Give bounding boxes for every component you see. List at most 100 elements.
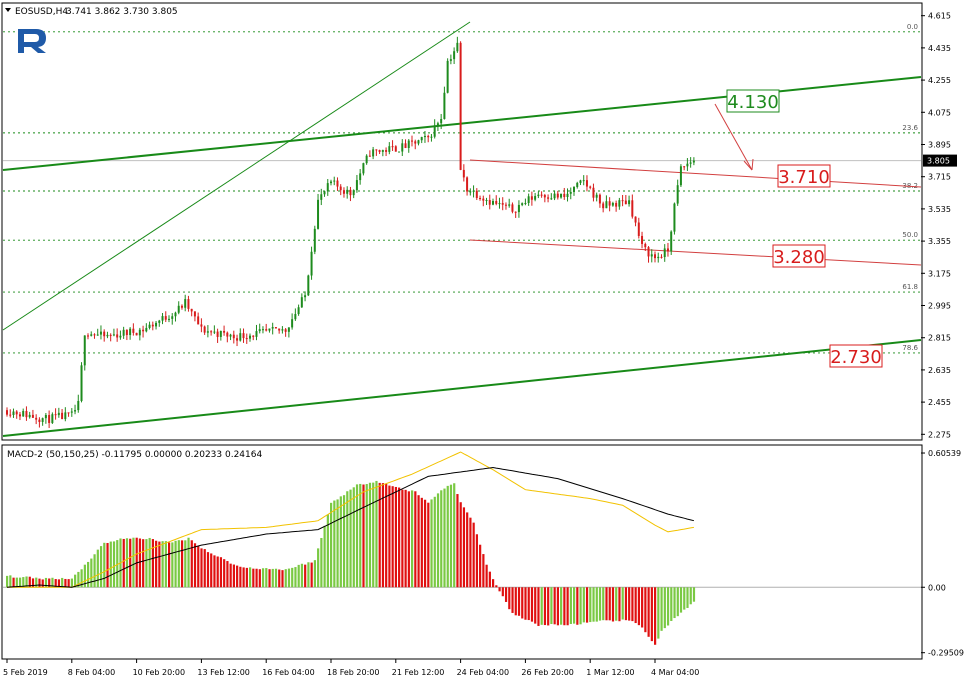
time-tick-label: 1 Mar 12:00 <box>586 668 634 677</box>
macd-hist-bar <box>488 571 491 588</box>
candle-body <box>284 329 287 332</box>
macd-hist-bar <box>553 587 556 625</box>
candle-body <box>138 329 141 336</box>
candle-body <box>99 331 102 335</box>
macd-hist-bar <box>381 483 385 588</box>
time-tick-label: 18 Feb 20:00 <box>327 668 379 677</box>
candle-body <box>427 135 430 138</box>
macd-hist-bar <box>628 587 631 621</box>
price-label-box <box>777 164 831 188</box>
symbol-dropdown-icon[interactable] <box>5 8 11 12</box>
candle-body <box>326 183 329 192</box>
macd-hist-bar <box>362 484 365 588</box>
macd-hist-bar <box>15 577 18 588</box>
candle-body <box>449 59 452 61</box>
candle-body <box>25 410 28 418</box>
candle-body <box>38 419 41 422</box>
candle-body <box>44 415 47 419</box>
macd-hist-bar <box>245 567 248 588</box>
candle-body <box>365 155 368 164</box>
candle-body <box>187 299 190 309</box>
candle-body <box>488 200 491 205</box>
candle-body <box>216 331 219 337</box>
candle-body <box>151 324 154 327</box>
candle-body <box>388 146 391 152</box>
candle-body <box>116 334 119 338</box>
candle-body <box>291 319 294 328</box>
candle-body <box>381 150 384 152</box>
candle-body <box>87 335 89 337</box>
candle-body <box>252 335 255 337</box>
candle-body <box>229 334 232 337</box>
macd-hist-bar <box>252 568 255 588</box>
macd-hist-bar <box>187 537 190 588</box>
macd-hist-bar <box>657 587 660 639</box>
candle-body <box>148 324 151 328</box>
macd-hist-bar <box>436 493 440 588</box>
macd-lines <box>6 451 695 588</box>
macd-hist-bar <box>177 540 180 588</box>
macd-hist-bar <box>226 561 229 588</box>
macd-hist-bar <box>249 567 252 588</box>
channel-lower-line <box>469 239 922 266</box>
macd-hist-bar <box>453 483 456 588</box>
macd-hist-bar <box>80 569 83 588</box>
macd-hist-bar <box>317 548 320 588</box>
candle-body <box>569 191 572 194</box>
candle-body <box>547 197 550 199</box>
candle-body <box>330 181 332 184</box>
candle-body <box>417 140 420 144</box>
candle-body <box>456 42 459 52</box>
price-tick-label: 2.455 <box>928 398 951 407</box>
candle-body <box>184 299 187 308</box>
macd-hist-bar <box>573 587 576 624</box>
candle-body <box>336 180 339 187</box>
macd-hist-bar <box>547 587 550 626</box>
macd-hist-bar <box>650 587 653 642</box>
macd-hist-bar <box>689 587 692 605</box>
macd-hist-bar <box>388 485 391 588</box>
macd-hist-bar <box>161 541 164 588</box>
macd-hist-bar <box>70 578 73 588</box>
macd-hist-bar <box>18 577 22 588</box>
price-label-box <box>772 244 826 268</box>
macd-hist-bar <box>508 587 511 610</box>
candle-body <box>611 202 614 206</box>
fib-level-label: 23.6 <box>902 124 918 132</box>
candle-body <box>537 194 540 197</box>
candle-body <box>307 275 310 296</box>
macd-hist-bar <box>666 587 670 626</box>
forecast-arrow <box>714 103 753 171</box>
time-tick-label: 24 Feb 04:00 <box>457 668 509 677</box>
candle-body <box>278 328 281 331</box>
macd-hist-bar <box>96 549 99 588</box>
macd-hist-bar <box>621 587 624 620</box>
price-labels: 4.130 3.710 3.280 2.730 <box>726 89 883 368</box>
macd-hist-bar <box>352 487 355 588</box>
candle-body <box>407 140 410 148</box>
macd-hist-bar <box>595 587 598 622</box>
macd-hist-bar <box>258 569 261 588</box>
macd-hist-bar <box>641 587 644 628</box>
macd-hist-bar <box>109 541 112 588</box>
macd-hist-bar <box>236 565 239 588</box>
macd-hist-bar <box>22 577 25 588</box>
macd-hist-bar <box>342 495 346 588</box>
macd-hist-bar <box>368 482 372 588</box>
price-tick-label: 3.535 <box>928 205 951 214</box>
candle-body <box>676 185 679 204</box>
thin-trendline <box>2 21 471 331</box>
symbol-label: EOSUSD,H4 <box>15 7 68 17</box>
candle-body <box>323 191 326 195</box>
macd-histogram <box>6 480 696 645</box>
candle-body <box>48 415 51 423</box>
macd-hist-bar <box>180 540 184 588</box>
price-label-box <box>829 344 883 368</box>
macd-hist-bar <box>310 562 313 588</box>
candle-body <box>394 146 397 152</box>
time-tick-label: 26 Feb 20:00 <box>521 668 573 677</box>
macd-hist-bar <box>164 541 167 588</box>
candle-body <box>472 190 475 192</box>
macd-hist-bar <box>223 559 226 588</box>
macd-hist-bar <box>683 587 686 610</box>
